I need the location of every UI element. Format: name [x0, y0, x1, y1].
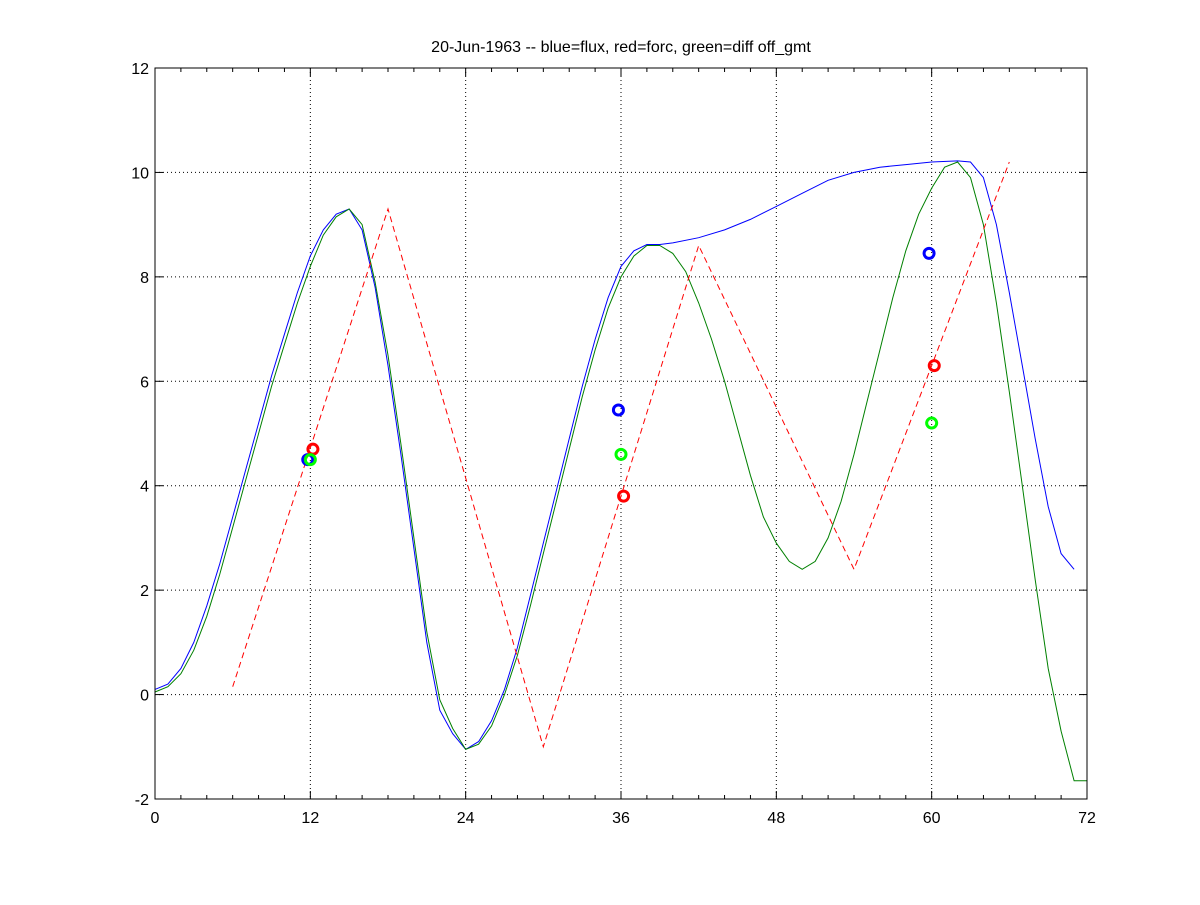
- y-tick-label: 12: [131, 61, 149, 78]
- series-lines: [154, 160, 1087, 782]
- marker-forc: [617, 489, 631, 503]
- series-line-diff: [154, 161, 1087, 782]
- x-tick-label: 48: [767, 810, 785, 827]
- series-line-flux: [154, 160, 1075, 751]
- chart-title: 20-Jun-1963 -- blue=flux, red=forc, gree…: [431, 39, 811, 56]
- y-tick-label: 8: [140, 270, 149, 287]
- x-tick-label: 72: [1078, 810, 1096, 827]
- marker-flux: [922, 246, 936, 260]
- marker-diff: [303, 453, 317, 467]
- x-tick-label: 36: [612, 810, 630, 827]
- series-line-forc: [232, 161, 1010, 749]
- marker-diff: [614, 447, 628, 461]
- marker-diff: [925, 416, 939, 430]
- y-tick-label: 2: [140, 583, 149, 600]
- marker-forc: [927, 359, 941, 373]
- marker-flux: [611, 403, 625, 417]
- x-tick-label: 24: [457, 810, 475, 827]
- markers: [301, 246, 941, 503]
- y-tick-label: 0: [140, 688, 149, 705]
- grid: [155, 68, 1087, 799]
- x-tick-label: 12: [301, 810, 319, 827]
- y-tick-label: 4: [140, 479, 149, 496]
- y-tick-label: 10: [131, 165, 149, 182]
- x-tick-label: 60: [923, 810, 941, 827]
- y-tick-label: 6: [140, 374, 149, 391]
- y-tick-label: -2: [135, 792, 149, 809]
- x-tick-label: 0: [151, 810, 160, 827]
- plot-frame: [154, 67, 1088, 800]
